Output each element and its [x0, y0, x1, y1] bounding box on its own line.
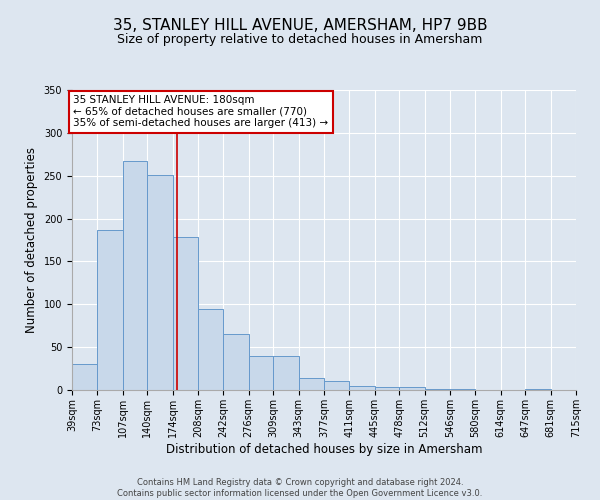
Y-axis label: Number of detached properties: Number of detached properties: [25, 147, 38, 333]
Bar: [198, 308, 223, 390]
Bar: [72, 364, 97, 390]
Text: 35 STANLEY HILL AVENUE: 180sqm
← 65% of detached houses are smaller (770)
35% of: 35 STANLEY HILL AVENUE: 180sqm ← 65% of …: [73, 95, 329, 128]
Bar: [450, 389, 475, 390]
Bar: [97, 230, 122, 390]
Bar: [299, 378, 324, 390]
Bar: [248, 356, 274, 390]
Bar: [274, 356, 299, 390]
X-axis label: Distribution of detached houses by size in Amersham: Distribution of detached houses by size …: [166, 442, 482, 456]
Bar: [148, 175, 173, 390]
Bar: [349, 386, 374, 390]
Bar: [324, 382, 349, 390]
Bar: [223, 334, 248, 390]
Bar: [400, 388, 425, 390]
Text: 35, STANLEY HILL AVENUE, AMERSHAM, HP7 9BB: 35, STANLEY HILL AVENUE, AMERSHAM, HP7 9…: [113, 18, 487, 32]
Bar: [374, 388, 400, 390]
Text: Contains HM Land Registry data © Crown copyright and database right 2024.
Contai: Contains HM Land Registry data © Crown c…: [118, 478, 482, 498]
Bar: [122, 161, 148, 390]
Bar: [173, 238, 198, 390]
Bar: [425, 389, 450, 390]
Text: Size of property relative to detached houses in Amersham: Size of property relative to detached ho…: [118, 32, 482, 46]
Bar: [526, 389, 551, 390]
